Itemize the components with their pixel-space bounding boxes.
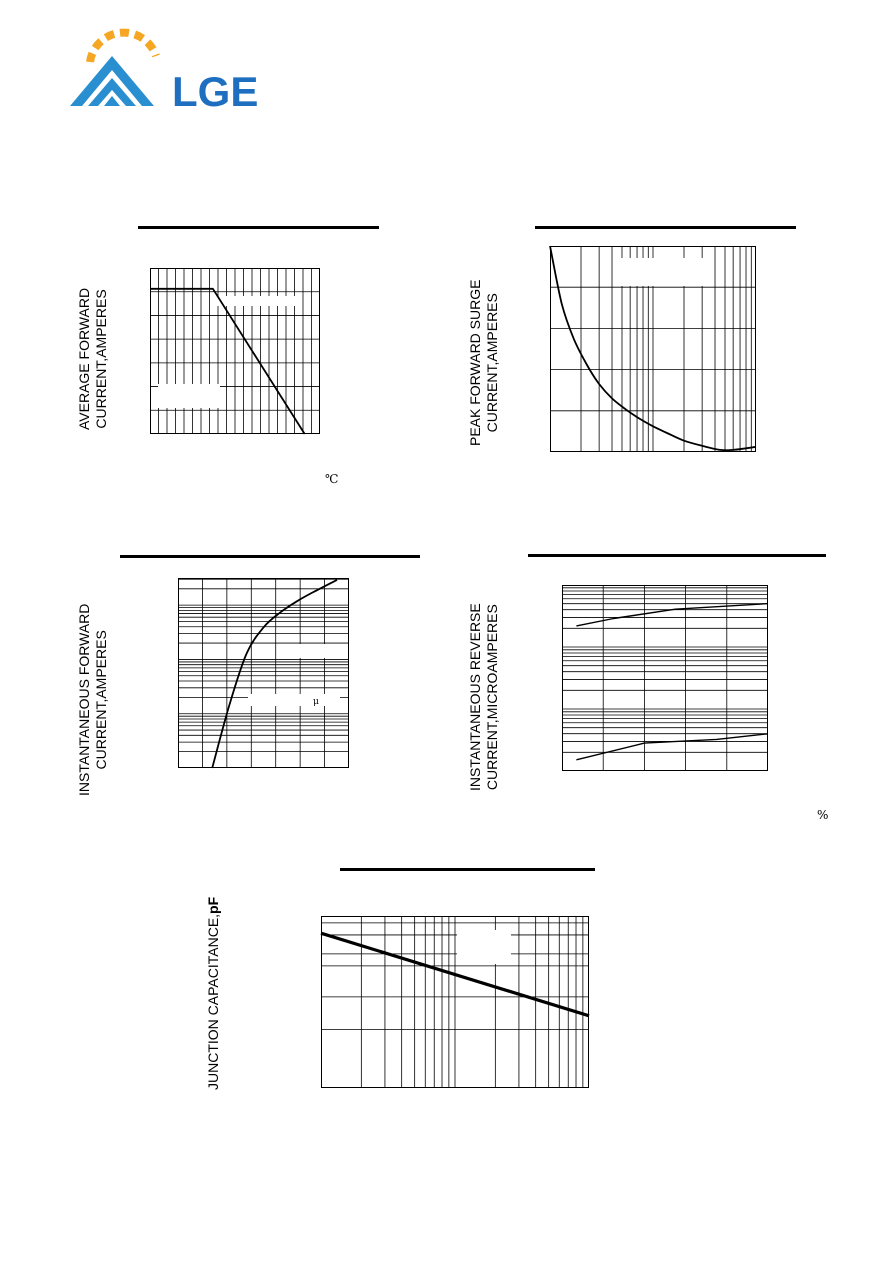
chart3-curve [211,579,338,769]
chart3-annotation: μ [313,697,319,707]
chart3-plot [178,578,349,769]
plot-frame [550,246,756,452]
logo-text: LGE [172,68,258,112]
chart2-plot [549,245,757,452]
legend-box [158,384,220,408]
chart1-curve [150,287,306,435]
legend-mask [294,644,342,658]
chart4-curve-1 [576,602,769,627]
plot-frame [321,916,589,1088]
chart2-title-rule [535,226,796,229]
chart3-ylabel: INSTANTANEOUS FORWARD CURRENT,AMPERES [76,603,109,796]
chart1-ylabel: AVERAGE FORWARD CURRENT,AMPERES [76,287,109,430]
legend-box [457,930,511,964]
plot-frame [562,585,768,771]
chart4-curve-2 [576,733,769,761]
chart2-curve [549,245,757,452]
lge-logo: LGE [70,28,258,112]
chart1-unit: ℃ [325,472,339,486]
chart4-unit: % [817,808,829,822]
chart1-plot [150,268,320,435]
chart5-plot [320,916,590,1088]
legend-mask [248,694,340,706]
chart5-curve [320,931,590,1018]
chart3-title-rule [120,555,420,558]
logo-arc-dots [86,28,160,63]
chart5-ylabel: JUNCTION CAPACITANCE,pF [205,896,221,1090]
chart4-plot [562,585,769,771]
plot-frame [178,578,349,768]
chart5-title-rule [340,868,595,871]
chart2-ylabel: PEAK FORWARD SURGE CURRENT,AMPERES [467,279,500,446]
plot-frame [150,268,320,434]
chart4-ylabel: INSTANTANEOUS REVERSE CURRENT,MICROAMPERE… [467,603,500,791]
label-mask [214,296,296,306]
logo-chevron-icon [70,56,154,106]
legend-box [618,258,714,286]
chart4-title-rule [528,554,826,557]
chart1-title-rule [138,226,379,229]
